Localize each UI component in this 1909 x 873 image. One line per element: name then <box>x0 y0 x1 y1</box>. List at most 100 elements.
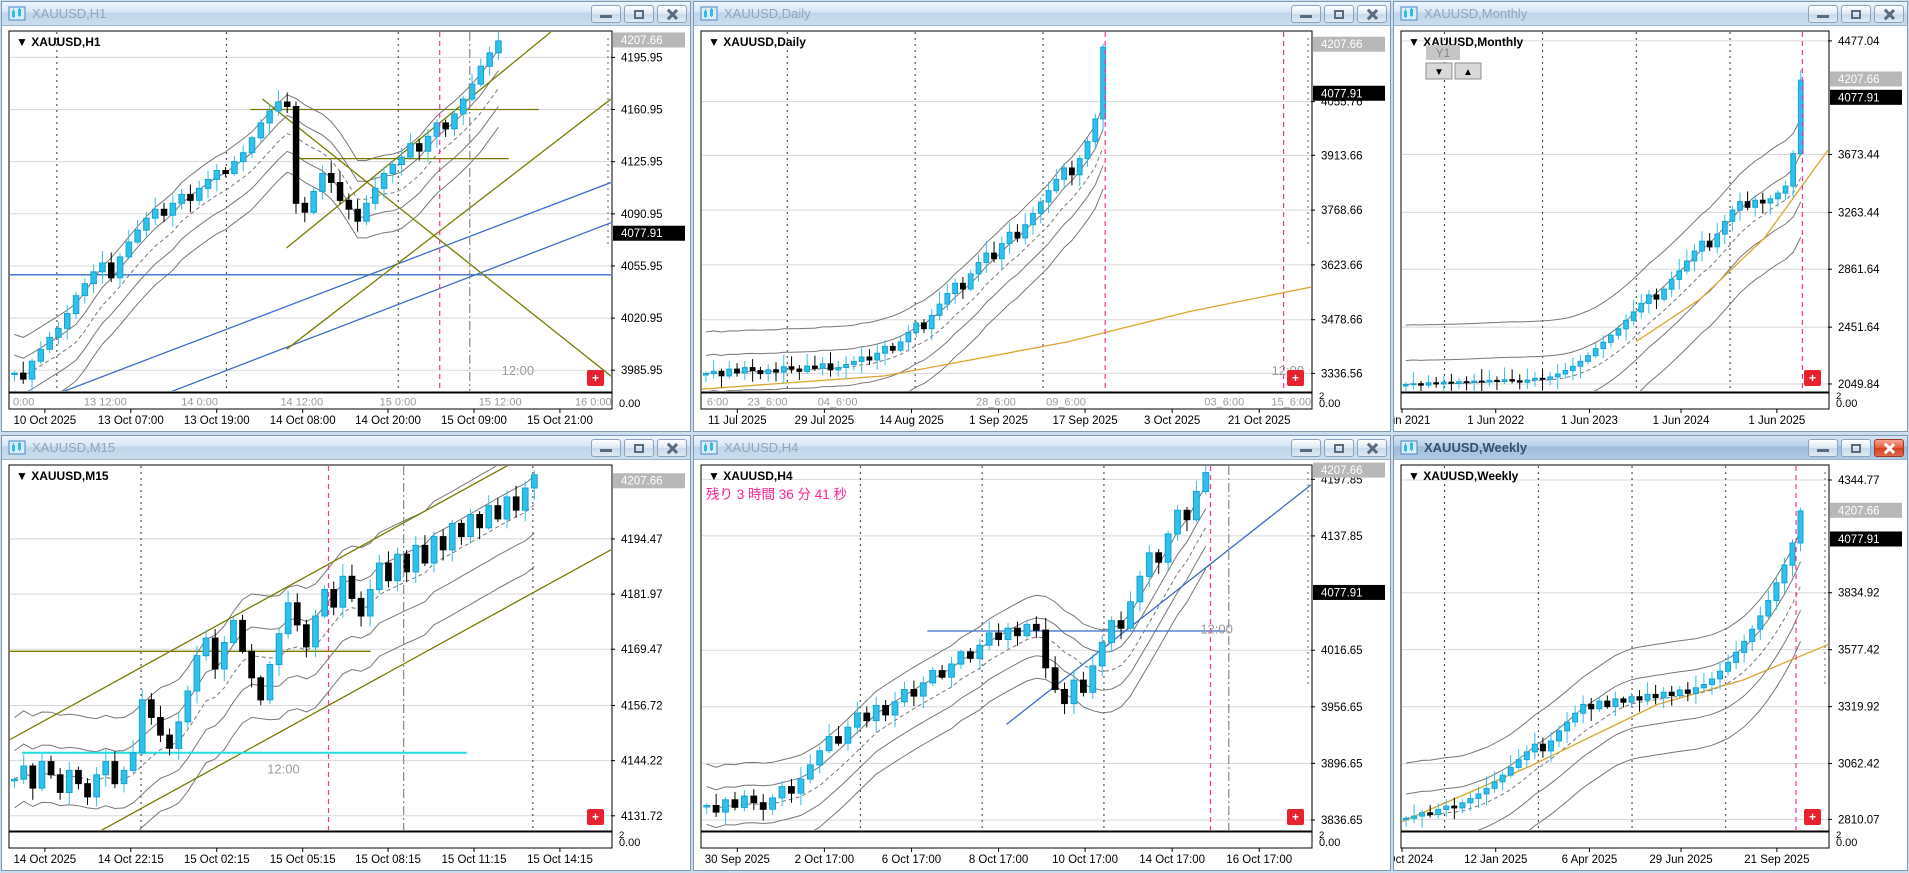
chart-window-daily: XAUUSD,Daily 4055.76 3913.66 3768.66 3623.6… <box>693 1 1391 432</box>
chart-svg-h4[interactable]: 4197.854137.854016.653956.653896.653836.… <box>694 460 1390 870</box>
candle-body <box>957 651 965 665</box>
candle-body <box>844 726 852 744</box>
candle-body <box>1045 190 1052 203</box>
chart-svg-m15[interactable]: 4194.47 4181.97 4169.47 4156.72 4144.22 4131.… <box>2 460 690 870</box>
minimize-button[interactable] <box>1808 438 1838 457</box>
y1-indicator-control[interactable]: Y1 ▼ ▲ <box>1425 45 1482 80</box>
titlebar-h1[interactable]: XAUUSD,H1 <box>2 2 690 26</box>
scale-down-button[interactable] <box>1425 62 1453 80</box>
chart-symbol-label[interactable]: ▼ XAUUSD,Weekly <box>1408 469 1519 483</box>
maximize-button[interactable] <box>1841 4 1871 23</box>
candle-body <box>995 632 1003 640</box>
close-button[interactable] <box>657 438 687 457</box>
chart-symbol-label[interactable]: ▼ XAUUSD,Monthly <box>1408 35 1524 49</box>
maximize-button[interactable] <box>1324 438 1354 457</box>
candle-body <box>477 65 485 85</box>
candle-body <box>1668 691 1675 696</box>
candle-body <box>412 544 420 573</box>
trend-line[interactable] <box>1402 644 1828 823</box>
chart-window-icon <box>8 6 26 21</box>
trend-line[interactable] <box>10 222 611 431</box>
trend-line[interactable] <box>702 286 1311 390</box>
indicator-band <box>14 466 497 720</box>
trend-line[interactable] <box>10 549 611 870</box>
one-click-trading-button[interactable]: + <box>1804 809 1821 825</box>
one-click-trading-button[interactable]: + <box>587 370 604 386</box>
titlebar-monthly[interactable]: XAUUSD,Monthly <box>1394 2 1907 26</box>
maximize-button[interactable] <box>624 438 654 457</box>
chart-canvas-monthly[interactable]: 4477.04 3673.44 3263.44 2861.64 2451.64 2049.… <box>1394 26 1907 431</box>
trend-line[interactable] <box>286 98 612 350</box>
candle-body <box>111 761 119 785</box>
maximize-button[interactable] <box>1841 438 1871 457</box>
chart-symbol-label[interactable]: ▼ XAUUSD,Daily <box>708 35 806 49</box>
close-button[interactable] <box>1874 4 1904 23</box>
close-button[interactable] <box>657 4 687 23</box>
chart-symbol-label[interactable]: ▼ XAUUSD,H4 <box>708 469 793 483</box>
chart-svg-weekly[interactable]: 4344.77 3834.92 3577.42 3319.92 3062.42 2810.… <box>1394 460 1907 870</box>
titlebar-h4[interactable]: XAUUSD,H4 <box>694 436 1390 460</box>
candle-body <box>1782 185 1789 194</box>
titlebar-weekly[interactable]: XAUUSD,Weekly <box>1394 436 1907 460</box>
chart-canvas-h4[interactable]: 4197.85 4137.85 4016.65 3956.65 3896.65 3836.… <box>694 460 1390 870</box>
bid-price-badge: 4077.91 <box>613 225 685 241</box>
chart-canvas-daily[interactable]: 4055.76 3913.66 3768.66 3623.66 3478.66 3336.… <box>694 26 1390 431</box>
titlebar-m15[interactable]: XAUUSD,M15 <box>2 436 690 460</box>
chart-svg-monthly[interactable]: 4477.04 3673.44 3263.44 2861.64 2451.64 2049.… <box>1394 26 1907 431</box>
maximize-button[interactable] <box>1324 4 1354 23</box>
chart-symbol-label[interactable]: ▼ XAUUSD,H1 <box>16 35 101 49</box>
sub-time-label: 09_6:00 <box>1046 397 1086 409</box>
trend-line[interactable] <box>261 98 611 377</box>
candle-body <box>339 575 347 608</box>
candle-body <box>1660 691 1667 699</box>
candle-body <box>1069 167 1075 176</box>
candle-body <box>985 632 993 646</box>
minimize-button[interactable] <box>1291 438 1321 457</box>
sub-time-scale <box>8 831 613 849</box>
one-click-trading-button[interactable]: + <box>1804 370 1821 386</box>
trend-line[interactable] <box>286 32 552 249</box>
price-tick-label: 3577.42 <box>1838 645 1880 657</box>
one-click-trading-button[interactable]: + <box>587 809 604 825</box>
ask-price-badge: 4207.66 <box>613 473 685 489</box>
scale-up-button[interactable] <box>1454 62 1482 80</box>
chart-canvas-h1[interactable]: 4195.95 4160.95 4125.95 4090.95 4055.95 4020.… <box>2 26 690 431</box>
close-button[interactable] <box>1357 4 1387 23</box>
price-tick-label: 3896.65 <box>1321 758 1363 770</box>
maximize-button[interactable] <box>624 4 654 23</box>
one-click-trading-button[interactable]: + <box>1287 370 1304 386</box>
trend-line[interactable] <box>10 181 611 412</box>
one-click-trading-button[interactable]: + <box>1287 809 1304 825</box>
chart-svg-h1[interactable]: 4195.95 4160.95 4125.95 4090.95 4055.95 4020.… <box>2 26 690 431</box>
time-tick-label: 17 Sep 2025 <box>1052 415 1117 427</box>
candle-body <box>336 182 344 201</box>
minimize-button[interactable] <box>591 4 621 23</box>
candle-body <box>1691 250 1698 262</box>
chart-svg-daily[interactable]: 4055.763913.663768.663623.663478.663336.… <box>694 26 1390 431</box>
price-tick-label: 3836.65 <box>1321 815 1363 827</box>
trend-line[interactable] <box>10 460 611 741</box>
trend-line[interactable] <box>1635 149 1828 343</box>
candle-body <box>231 161 238 175</box>
candle-body <box>240 152 247 163</box>
candle-body <box>125 241 133 258</box>
candle-body <box>1032 623 1040 631</box>
time-tick-label: 14 Oct 2025 <box>14 854 77 866</box>
candle-body <box>804 365 810 372</box>
candle-body <box>780 366 787 373</box>
candle-body <box>1725 661 1732 672</box>
chart-symbol-label[interactable]: ▼ XAUUSD,M15 <box>16 469 109 483</box>
minimize-button[interactable] <box>1808 4 1838 23</box>
candle-body <box>741 795 748 808</box>
chart-canvas-weekly[interactable]: 4344.77 3834.92 3577.42 3319.92 3062.42 2810.… <box>1394 460 1907 870</box>
titlebar-daily[interactable]: XAUUSD,Daily <box>694 2 1390 26</box>
time-tick-label: 3 Oct 2025 <box>1144 415 1200 427</box>
close-button[interactable] <box>1874 438 1904 457</box>
minimize-button[interactable] <box>1291 4 1321 23</box>
candle-body <box>913 322 920 333</box>
chart-canvas-m15[interactable]: 4194.47 4181.97 4169.47 4156.72 4144.22 4131.… <box>2 460 690 870</box>
candle-body <box>476 514 483 529</box>
candle-body <box>1427 812 1434 816</box>
minimize-button[interactable] <box>591 438 621 457</box>
close-button[interactable] <box>1357 438 1387 457</box>
